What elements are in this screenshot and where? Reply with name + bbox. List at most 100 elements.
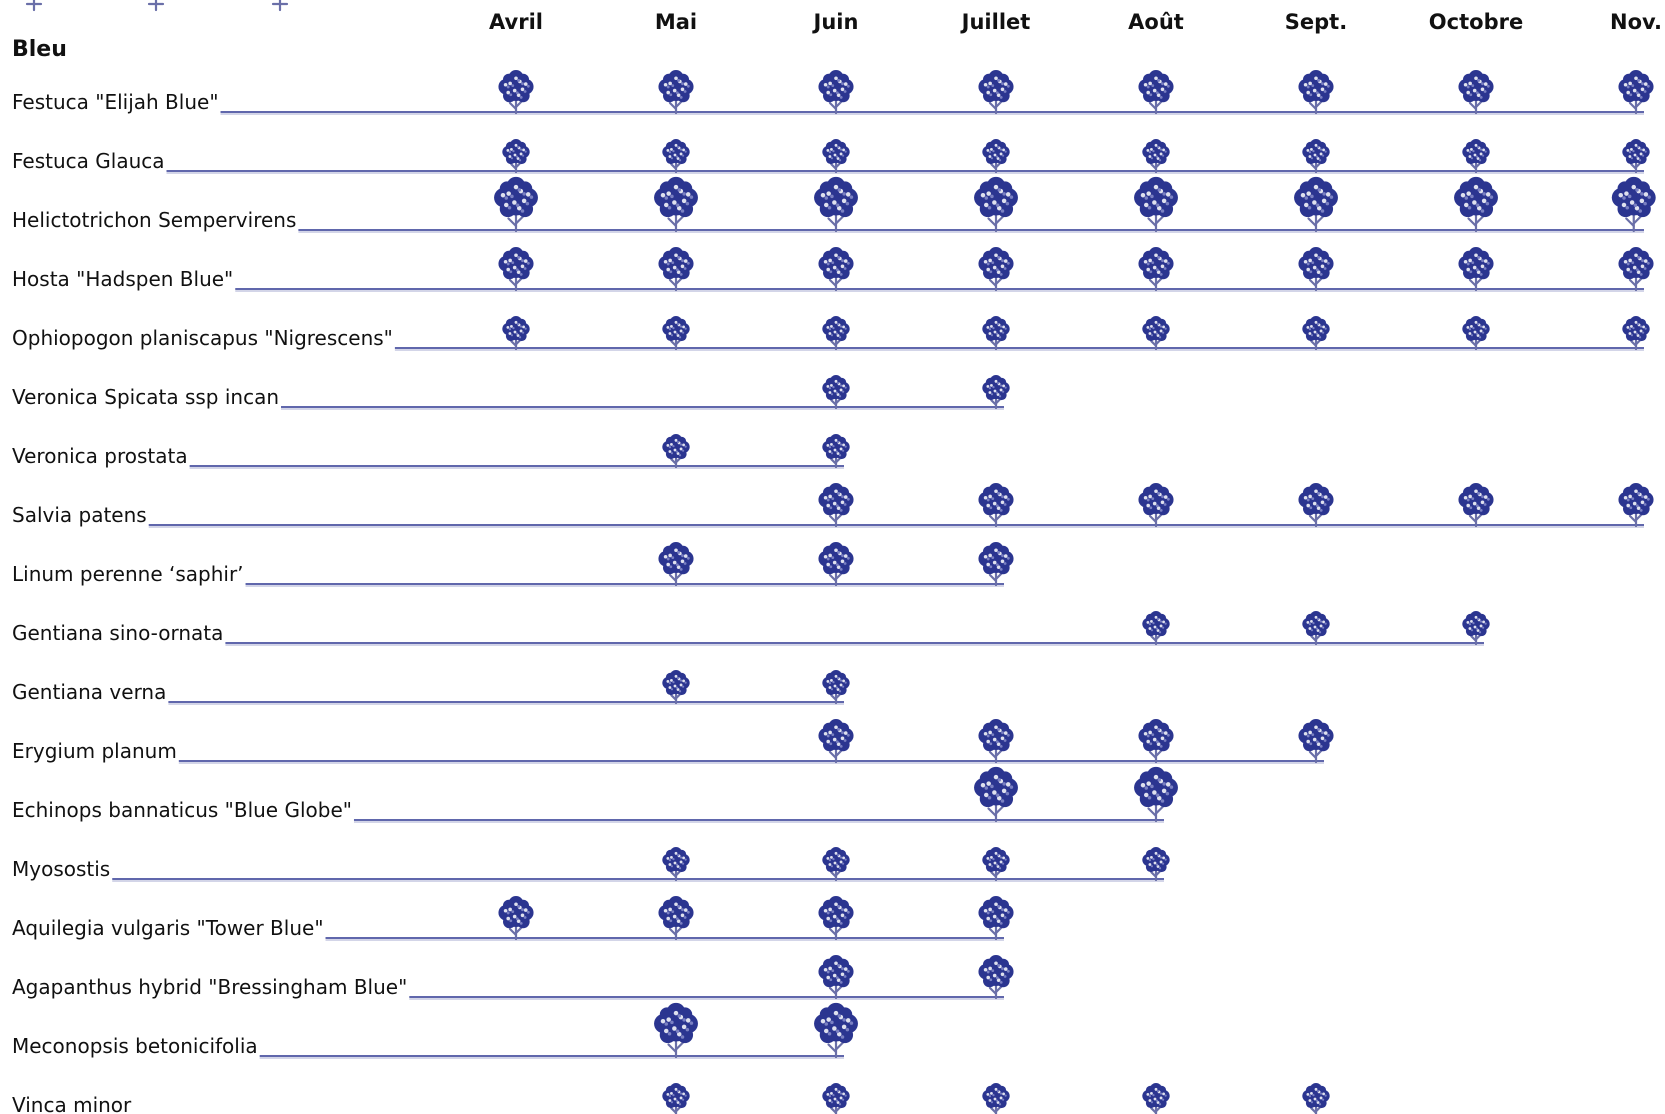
month-header-aout: Août xyxy=(1128,10,1184,34)
row-label: Salvia patens xyxy=(12,503,147,527)
tree-icon xyxy=(1298,247,1334,292)
table-row: Aquilegia vulgaris "Tower Blue" xyxy=(12,896,1014,941)
tree-icon xyxy=(818,542,854,587)
table-row: Erygium planum xyxy=(12,719,1334,764)
tree-icon xyxy=(1138,483,1174,528)
tree-icon xyxy=(982,138,1010,174)
table-row: Festuca "Elijah Blue" xyxy=(12,70,1654,115)
tree-icon xyxy=(818,483,854,528)
tree-icon xyxy=(1298,70,1334,115)
tree-icon xyxy=(1302,138,1330,174)
table-row: Linum perenne ‘saphir’ xyxy=(12,542,1014,587)
tree-icon xyxy=(498,70,534,115)
table-row: Veronica Spicata ssp incan xyxy=(12,374,1010,410)
tree-icon xyxy=(502,315,530,351)
tree-icon xyxy=(814,1002,858,1059)
tree-icon xyxy=(662,138,690,174)
row-label: Meconopsis betonicifolia xyxy=(12,1034,258,1058)
table-row: Gentiana verna xyxy=(12,669,850,705)
table-row: Helictotrichon Sempervirens xyxy=(12,176,1656,233)
tree-icon xyxy=(978,483,1014,528)
tree-icon xyxy=(1134,176,1178,233)
row-label: Myosostis xyxy=(12,857,110,881)
tree-icon xyxy=(658,70,694,115)
tree-icon xyxy=(1142,1082,1170,1114)
table-row: Salvia patens xyxy=(12,483,1654,528)
tree-icon xyxy=(1454,176,1498,233)
tree-icon xyxy=(974,176,1018,233)
tree-icon xyxy=(818,955,854,1000)
tree-icon xyxy=(978,542,1014,587)
row-label: Erygium planum xyxy=(12,739,177,763)
plant-rows: Festuca "Elijah Blue" Festuca Glauca Helic… xyxy=(12,70,1656,1114)
month-header-row: Avril Mai Juin Juillet Août Sept. Octobre Nov. xyxy=(489,10,1662,34)
tree-icon xyxy=(822,1082,850,1114)
table-row: Echinops bannaticus "Blue Globe" xyxy=(12,766,1178,823)
tree-icon xyxy=(1294,176,1338,233)
tree-icon xyxy=(1134,766,1178,823)
tree-icon xyxy=(1622,138,1650,174)
tree-icon xyxy=(498,896,534,941)
table-row: Ophiopogon planiscapus "Nigrescens" xyxy=(12,315,1650,351)
row-label: Gentiana sino-ornata xyxy=(12,621,223,645)
tree-icon xyxy=(1138,719,1174,764)
cropped-tree-icon xyxy=(25,0,43,12)
row-label: Hosta "Hadspen Blue" xyxy=(12,267,233,291)
table-row: Gentiana sino-ornata xyxy=(12,610,1490,646)
cropped-tree-icons-top xyxy=(25,0,289,12)
tree-icon xyxy=(1618,247,1654,292)
tree-icon xyxy=(978,719,1014,764)
tree-icon xyxy=(1142,610,1170,646)
tree-icon xyxy=(1142,846,1170,882)
tree-icon xyxy=(978,70,1014,115)
tree-icon xyxy=(658,896,694,941)
tree-icon xyxy=(662,669,690,705)
tree-icon xyxy=(662,433,690,469)
tree-icon xyxy=(1302,1082,1330,1114)
tree-icon xyxy=(822,669,850,705)
tree-icon xyxy=(814,176,858,233)
row-label: Linum perenne ‘saphir’ xyxy=(12,562,244,586)
tree-icon xyxy=(1462,315,1490,351)
tree-icon xyxy=(1622,315,1650,351)
row-label: Veronica Spicata ssp incan xyxy=(12,385,279,409)
tree-icon xyxy=(502,138,530,174)
table-row: Hosta "Hadspen Blue" xyxy=(12,247,1654,292)
month-header-juin: Juin xyxy=(812,10,859,34)
tree-icon xyxy=(1458,70,1494,115)
month-header-sept: Sept. xyxy=(1285,10,1347,34)
row-label: Vinca minor xyxy=(12,1093,132,1114)
row-label: Aquilegia vulgaris "Tower Blue" xyxy=(12,916,324,940)
tree-icon xyxy=(982,1082,1010,1114)
row-label: Veronica prostata xyxy=(12,444,188,468)
row-label: Gentiana verna xyxy=(12,680,166,704)
month-header-octobre: Octobre xyxy=(1429,10,1523,34)
month-header-mai: Mai xyxy=(655,10,697,34)
cropped-tree-icon xyxy=(271,0,289,12)
table-row: Meconopsis betonicifolia xyxy=(12,1002,858,1059)
row-label: Helictotrichon Sempervirens xyxy=(12,208,296,232)
tree-icon xyxy=(654,176,698,233)
section-title: Bleu xyxy=(12,37,67,62)
tree-icon xyxy=(978,955,1014,1000)
table-row: Vinca minor xyxy=(12,1082,1330,1114)
cropped-tree-icon xyxy=(147,0,165,12)
tree-icon xyxy=(822,138,850,174)
tree-icon xyxy=(1611,176,1656,233)
tree-icon xyxy=(1462,138,1490,174)
table-row: Myosostis xyxy=(12,846,1170,882)
tree-icon xyxy=(1302,610,1330,646)
tree-icon xyxy=(818,70,854,115)
month-header-avril: Avril xyxy=(489,10,543,34)
row-label: Festuca Glauca xyxy=(12,149,165,173)
tree-icon xyxy=(1298,719,1334,764)
month-header-juillet: Juillet xyxy=(960,10,1031,34)
tree-icon xyxy=(662,846,690,882)
tree-icon xyxy=(982,846,1010,882)
tree-icon xyxy=(822,433,850,469)
tree-icon xyxy=(982,374,1010,410)
tree-icon xyxy=(982,315,1010,351)
tree-icon xyxy=(658,247,694,292)
row-label: Agapanthus hybrid "Bressingham Blue" xyxy=(12,975,407,999)
